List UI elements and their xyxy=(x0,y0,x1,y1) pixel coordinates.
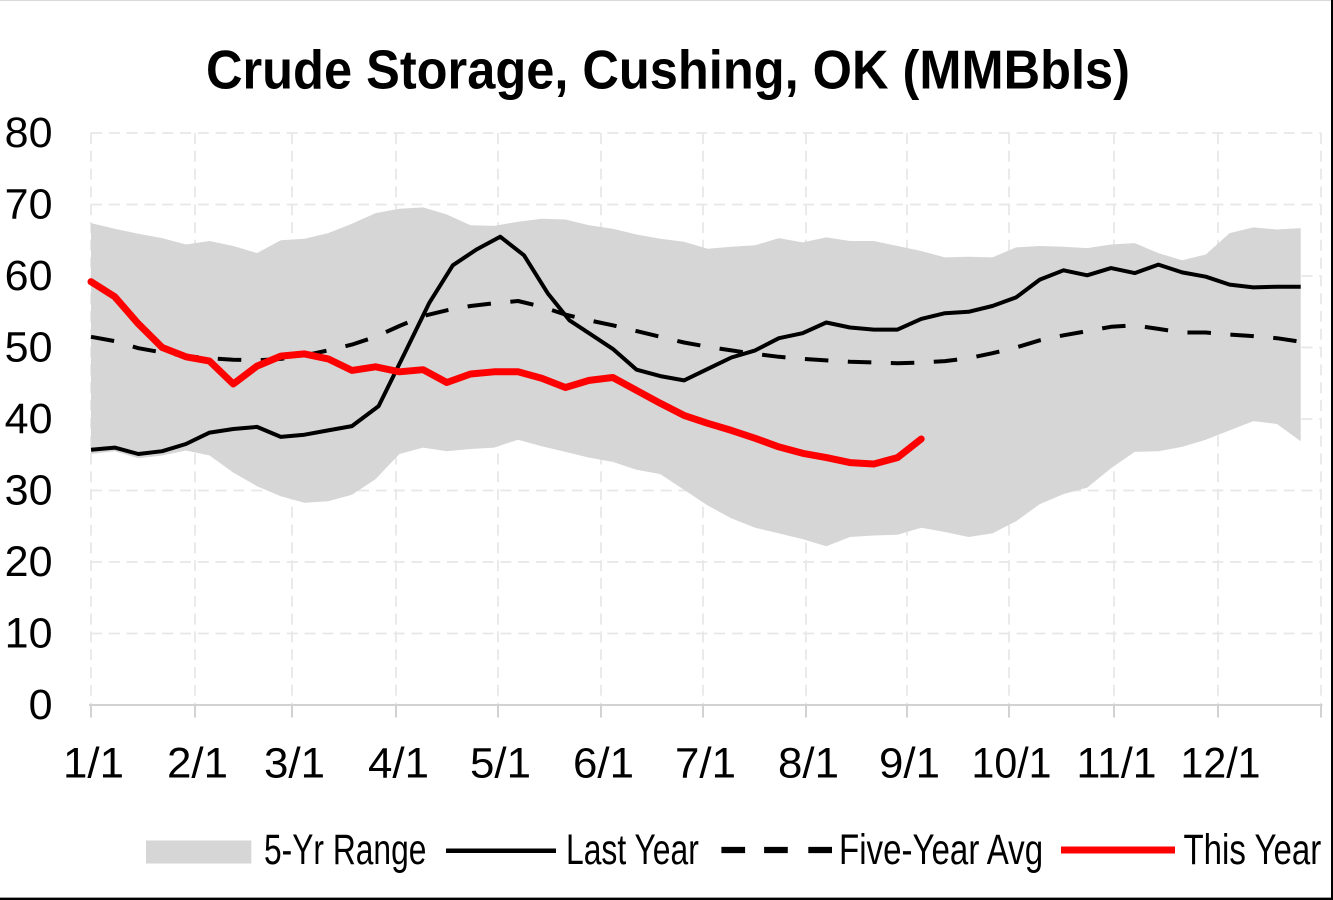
svg-text:2/1: 2/1 xyxy=(167,740,228,788)
svg-text:1/1: 1/1 xyxy=(63,740,124,788)
svg-text:5-Yr Range: 5-Yr Range xyxy=(264,826,426,874)
svg-text:10/1: 10/1 xyxy=(972,740,1052,788)
svg-text:This Year: This Year xyxy=(1184,826,1322,874)
svg-text:6/1: 6/1 xyxy=(573,740,634,788)
svg-text:8/1: 8/1 xyxy=(778,740,839,788)
svg-text:70: 70 xyxy=(5,181,53,229)
svg-text:9/1: 9/1 xyxy=(879,740,940,788)
svg-text:0: 0 xyxy=(29,681,53,729)
svg-text:7/1: 7/1 xyxy=(675,740,736,788)
svg-text:80: 80 xyxy=(5,109,53,157)
svg-text:3/1: 3/1 xyxy=(264,740,325,788)
svg-text:11/1: 11/1 xyxy=(1077,740,1157,788)
svg-text:30: 30 xyxy=(5,467,53,515)
svg-text:40: 40 xyxy=(5,395,53,443)
svg-text:5/1: 5/1 xyxy=(470,740,531,788)
svg-text:50: 50 xyxy=(5,324,53,372)
svg-text:4/1: 4/1 xyxy=(368,740,429,788)
svg-text:10: 10 xyxy=(5,610,53,658)
svg-text:Crude Storage, Cushing, OK (MM: Crude Storage, Cushing, OK (MMBbls) xyxy=(206,39,1130,101)
svg-text:20: 20 xyxy=(5,538,53,586)
svg-text:12/1: 12/1 xyxy=(1181,740,1261,788)
svg-text:Last Year: Last Year xyxy=(566,826,699,874)
svg-text:60: 60 xyxy=(5,252,53,300)
svg-text:Five-Year Avg: Five-Year Avg xyxy=(839,826,1043,874)
